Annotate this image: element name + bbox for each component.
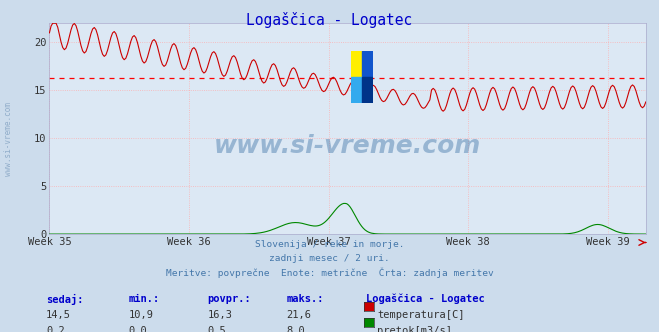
Text: min.:: min.: <box>129 294 159 304</box>
Bar <box>362 51 373 77</box>
Text: 10,9: 10,9 <box>129 310 154 320</box>
Text: www.si-vreme.com: www.si-vreme.com <box>4 103 13 176</box>
Text: 0,2: 0,2 <box>46 326 65 332</box>
Text: temperatura[C]: temperatura[C] <box>377 310 465 320</box>
Bar <box>362 77 373 103</box>
Text: 0,0: 0,0 <box>129 326 147 332</box>
Bar <box>351 77 362 103</box>
Text: sedaj:: sedaj: <box>46 294 84 305</box>
Text: Meritve: povprečne  Enote: metrične  Črta: zadnja meritev: Meritve: povprečne Enote: metrične Črta:… <box>165 268 494 278</box>
Text: pretok[m3/s]: pretok[m3/s] <box>377 326 452 332</box>
Bar <box>351 51 362 77</box>
Text: Logaščica - Logatec: Logaščica - Logatec <box>366 294 484 304</box>
Text: 0,5: 0,5 <box>208 326 226 332</box>
Text: Slovenija / reke in morje.: Slovenija / reke in morje. <box>255 240 404 249</box>
Text: www.si-vreme.com: www.si-vreme.com <box>214 133 481 157</box>
Text: zadnji mesec / 2 uri.: zadnji mesec / 2 uri. <box>269 254 390 263</box>
Text: 16,3: 16,3 <box>208 310 233 320</box>
Text: povpr.:: povpr.: <box>208 294 251 304</box>
Text: 14,5: 14,5 <box>46 310 71 320</box>
Text: maks.:: maks.: <box>287 294 324 304</box>
Text: Logaščica - Logatec: Logaščica - Logatec <box>246 12 413 28</box>
Text: 21,6: 21,6 <box>287 310 312 320</box>
Text: 8,0: 8,0 <box>287 326 305 332</box>
